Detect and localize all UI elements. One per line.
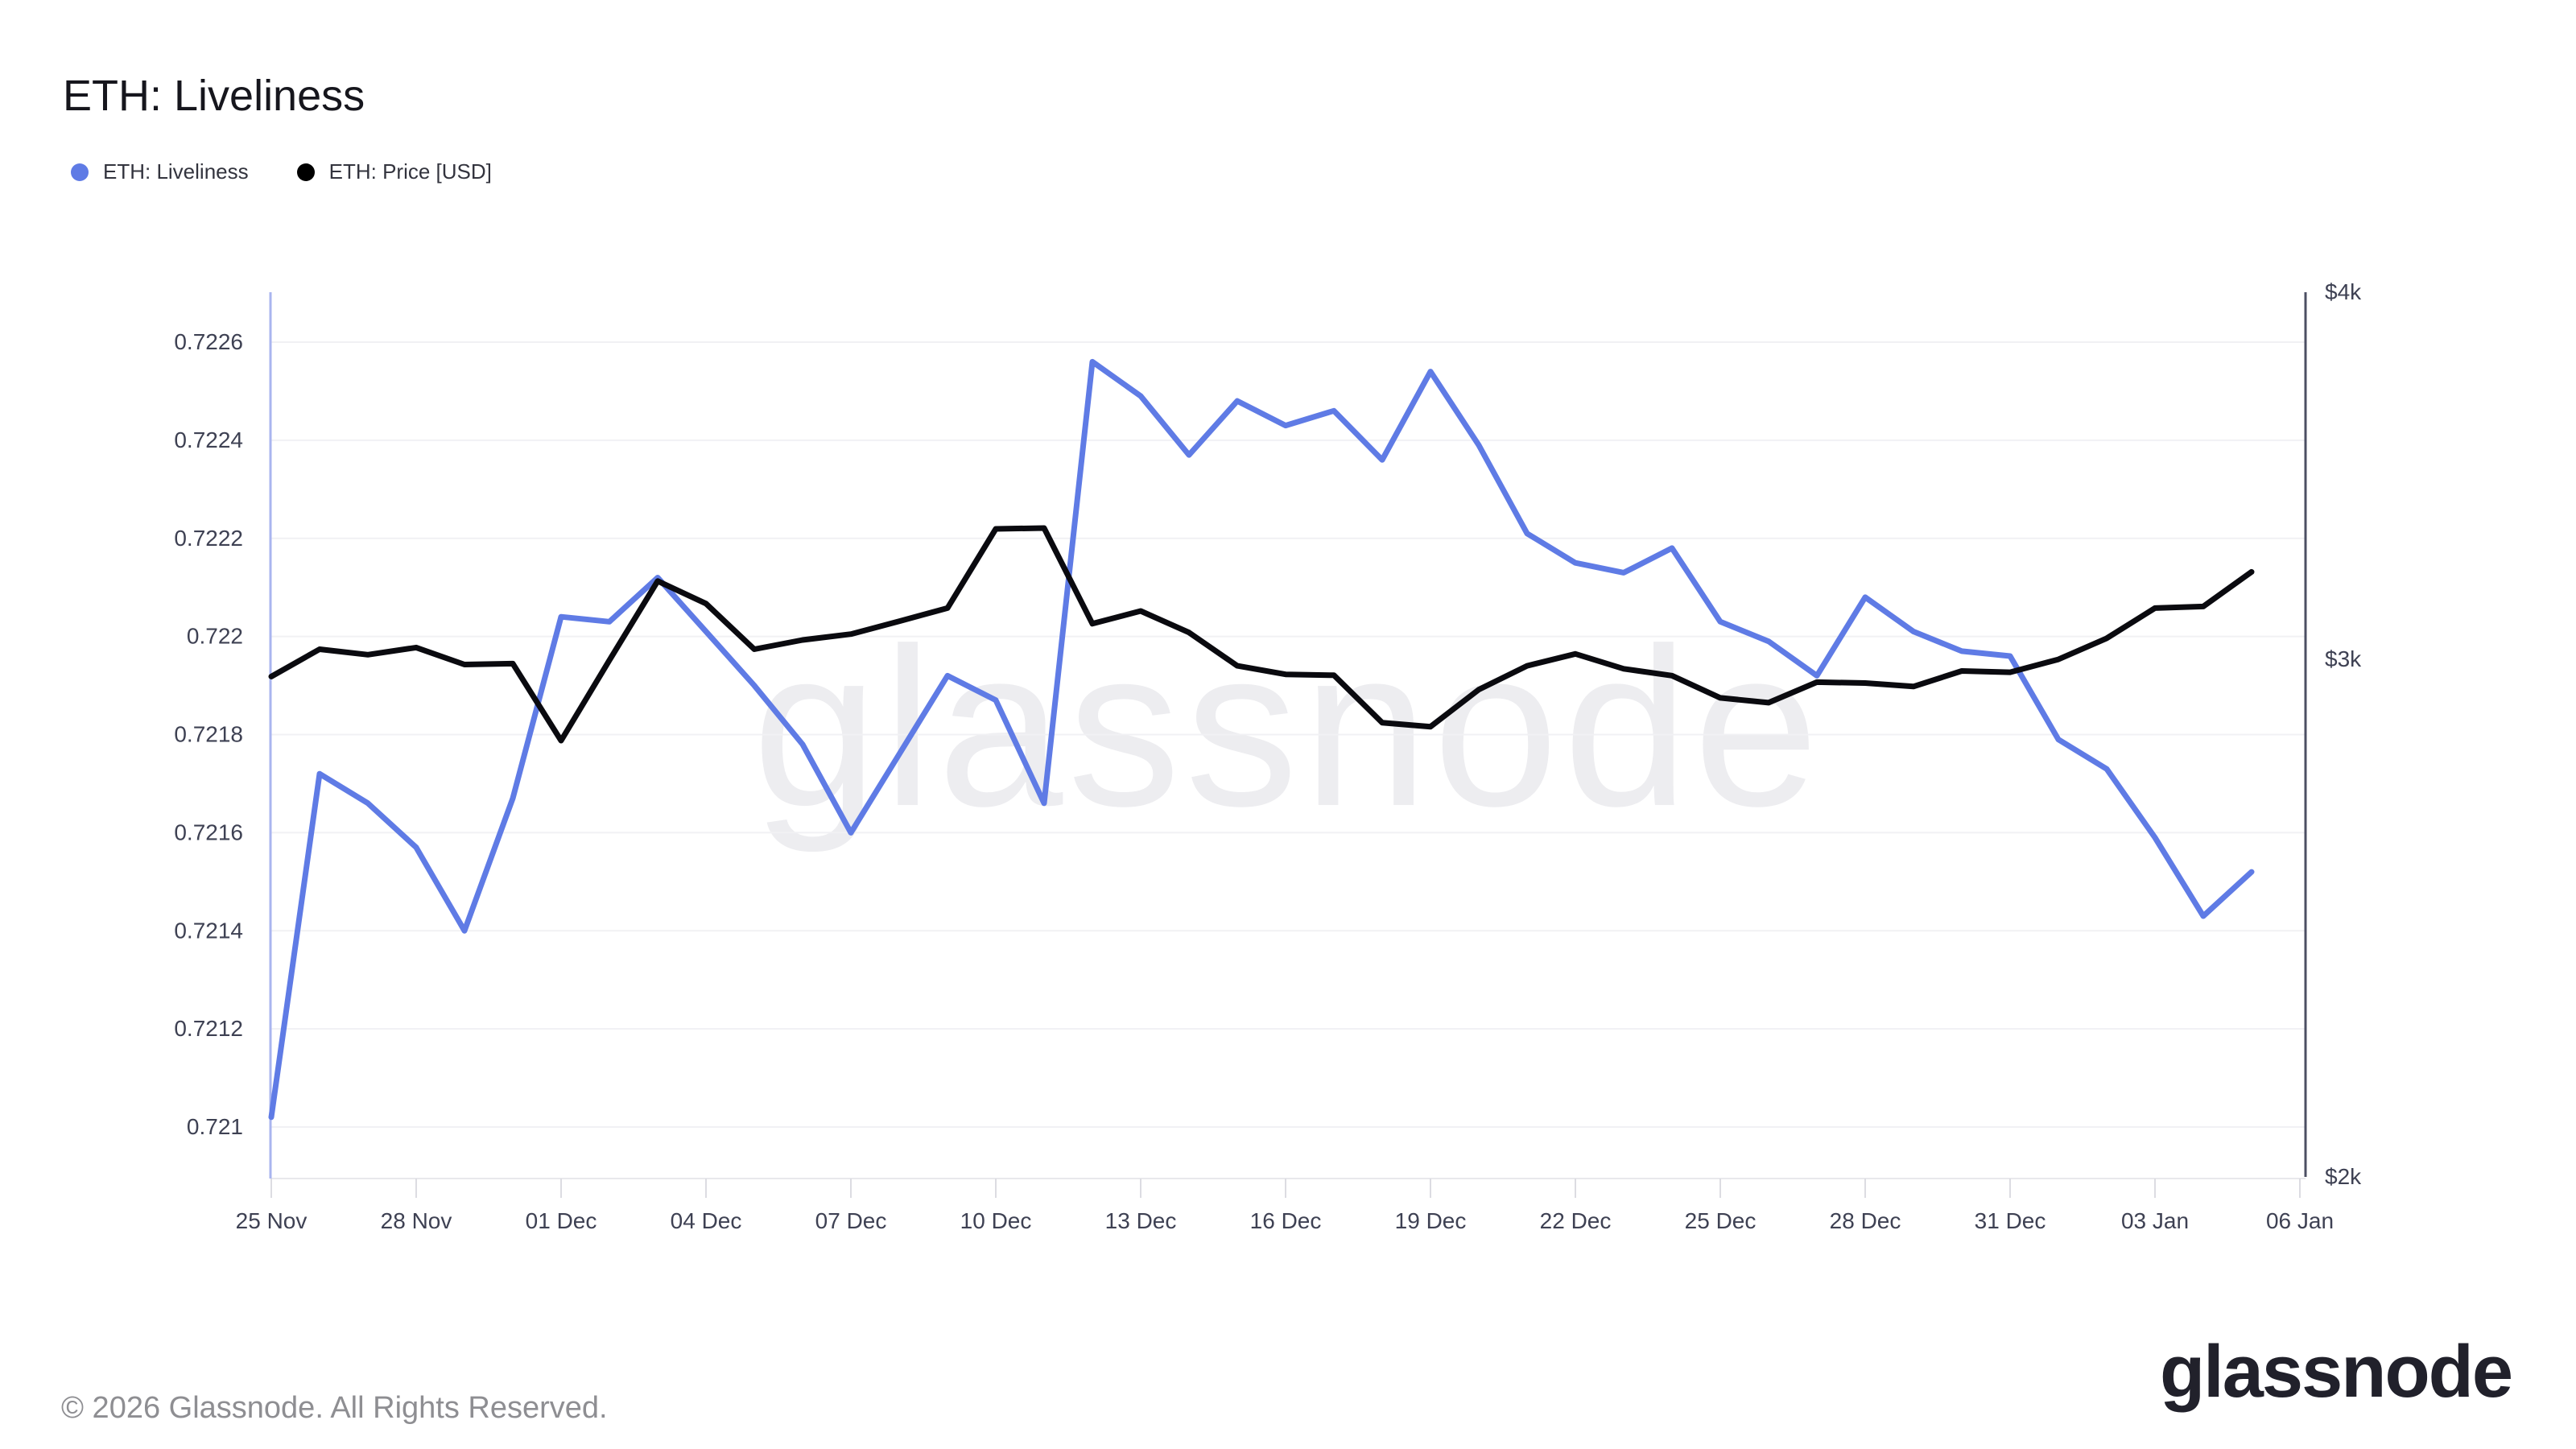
x-axis-tick-label: 28 Dec: [1830, 1208, 1901, 1233]
x-axis-tick-label: 01 Dec: [526, 1208, 597, 1233]
y-axis-left-tick-label: 0.7214: [174, 918, 243, 943]
legend-label-liveliness: ETH: Liveliness: [103, 159, 249, 184]
y-axis-left-tick-label: 0.7212: [174, 1016, 243, 1041]
liveliness-line: [268, 358, 2255, 1121]
y-axis-left-tick-label: 0.7226: [174, 329, 243, 354]
x-axis-tick-label: 22 Dec: [1540, 1208, 1612, 1233]
x-axis-tick-label: 25 Dec: [1685, 1208, 1757, 1233]
x-axis-tick-label: 10 Dec: [960, 1208, 1032, 1233]
x-axis-tick-label: 31 Dec: [1975, 1208, 2046, 1233]
y-axis-left-tick-label: 0.7216: [174, 819, 243, 844]
legend-dot-price-icon: [296, 163, 315, 181]
legend-item-price[interactable]: ETH: Price [USD]: [296, 159, 492, 184]
y-axis-left-tick-label: 0.7224: [174, 427, 243, 452]
watermark-text: glassnode: [753, 602, 1824, 854]
x-axis-tick-label: 04 Dec: [671, 1208, 742, 1233]
y-axis-left-tick-label: 0.722: [187, 624, 243, 649]
x-axis-tick-label: 16 Dec: [1250, 1208, 1322, 1233]
legend-dot-liveliness-icon: [71, 163, 89, 181]
copyright-text: © 2026 Glassnode. All Rights Reserved.: [61, 1391, 608, 1425]
x-axis-tick-label: 25 Nov: [236, 1208, 308, 1233]
y-axis-right-tick-label: $2k: [2325, 1164, 2362, 1189]
x-axis-tick-label: 03 Jan: [2121, 1208, 2189, 1233]
legend-label-price: ETH: Price [USD]: [328, 159, 492, 184]
price-line: [268, 525, 2255, 744]
x-axis-tick-label: 13 Dec: [1105, 1208, 1177, 1233]
legend: ETH: Liveliness ETH: Price [USD]: [71, 159, 492, 184]
x-axis-tick-label: 06 Jan: [2266, 1208, 2334, 1233]
x-axis-tick-label: 28 Nov: [381, 1208, 452, 1233]
legend-item-liveliness[interactable]: ETH: Liveliness: [71, 159, 249, 184]
y-axis-left-tick-label: 0.7222: [174, 526, 243, 551]
y-axis-left-tick-label: 0.7218: [174, 722, 243, 747]
y-axis-right-tick-label: $3k: [2325, 646, 2362, 671]
y-axis-right-tick-label: $4k: [2325, 279, 2362, 304]
page-title: ETH: Liveliness: [63, 72, 365, 120]
glassnode-logo: glassnode: [2159, 1331, 2513, 1413]
x-axis-tick-label: 07 Dec: [815, 1208, 887, 1233]
x-axis-tick-label: 19 Dec: [1395, 1208, 1467, 1233]
y-axis-left-tick-label: 0.721: [187, 1114, 243, 1139]
